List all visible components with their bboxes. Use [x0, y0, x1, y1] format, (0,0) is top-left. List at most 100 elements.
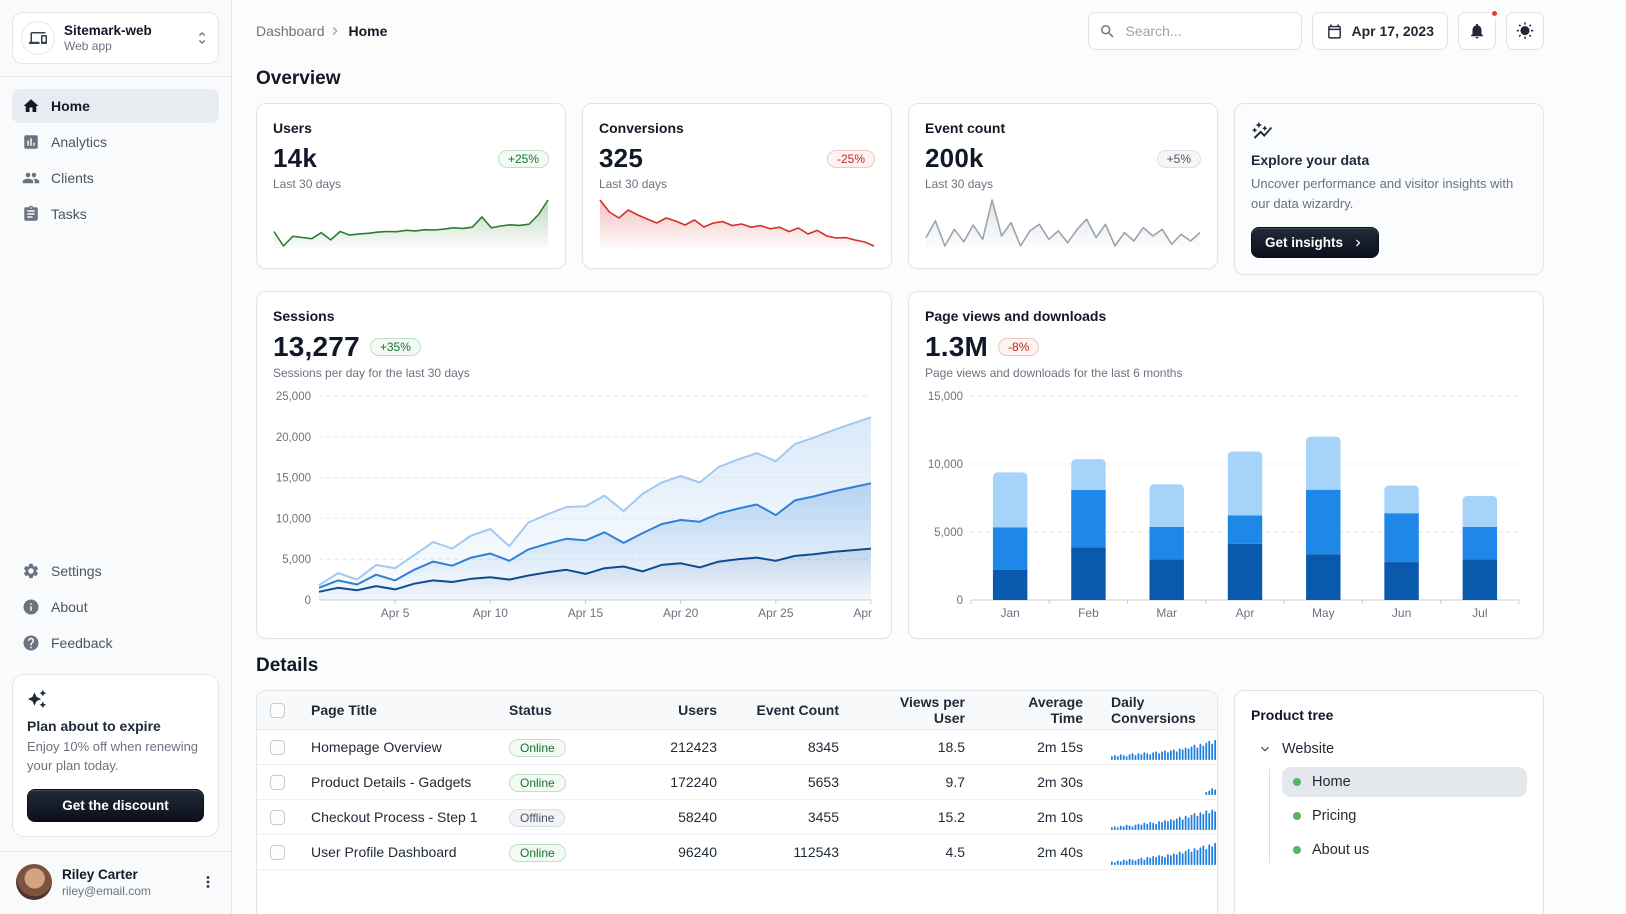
svg-text:15,000: 15,000	[276, 473, 311, 485]
svg-text:May: May	[1312, 606, 1335, 620]
cell-page-title: User Profile Dashboard	[297, 834, 495, 870]
column-header[interactable]: Average Time	[979, 691, 1097, 730]
svg-text:10,000: 10,000	[276, 513, 311, 525]
stat-value-row: 200k +5%	[925, 143, 1201, 174]
sidebar-item-feedback[interactable]: Feedback	[12, 626, 219, 660]
promo-title: Plan about to expire	[27, 718, 161, 735]
pageviews-caption: Page views and downloads for the last 6 …	[925, 366, 1183, 380]
cell-daily-conversions	[1097, 764, 1217, 800]
svg-text:Jun: Jun	[1392, 606, 1411, 620]
workspace-name: Sitemark-web	[64, 22, 152, 38]
cell-page-title: Product Details - Gadgets	[297, 764, 495, 800]
table-row[interactable]: Homepage Overview Online 212423 8345 18.…	[257, 729, 1217, 765]
overview-grid: Users 14k +25% Last 30 days Conversions …	[256, 103, 1544, 639]
svg-text:Mar: Mar	[1156, 606, 1177, 620]
row-checkbox-cell	[257, 729, 297, 765]
column-header[interactable]: Page Title	[297, 691, 495, 730]
pageviews-value: 1.3M	[925, 331, 989, 362]
sidebar-item-label: Analytics	[51, 134, 108, 150]
sidebar-item-analytics[interactable]: Analytics	[12, 125, 219, 159]
sessions-value: 13,277	[273, 331, 360, 362]
row-checkbox[interactable]	[270, 739, 285, 755]
date-label: Apr 17, 2023	[1351, 23, 1435, 39]
more-vert-icon[interactable]	[199, 873, 217, 891]
table-header-row: Page Title Status Users Event Count View…	[257, 691, 1217, 730]
header-checkbox-cell	[257, 691, 297, 730]
details-grid: Page Title Status Users Event Count View…	[256, 690, 1544, 914]
product-tree: Website Home Pricing	[1251, 733, 1527, 865]
daily-conversions-sparkline	[1111, 769, 1217, 795]
user-email: riley@email.com	[62, 883, 151, 898]
column-header[interactable]: Daily Conversions	[1097, 691, 1217, 730]
svg-text:0: 0	[305, 595, 311, 607]
cell-event-count: 3455	[731, 799, 853, 835]
svg-text:25,000: 25,000	[276, 391, 311, 403]
product-tree-title: Product tree	[1251, 707, 1334, 723]
event-count-card: Event count 200k +5% Last 30 days	[908, 103, 1218, 269]
select-all-checkbox[interactable]	[270, 703, 285, 719]
get-discount-button[interactable]: Get the discount	[27, 789, 204, 822]
date-picker-button[interactable]: Apr 17, 2023	[1311, 12, 1448, 50]
sidebar-item-label: About	[51, 599, 88, 616]
get-insights-button[interactable]: Get insights	[1251, 227, 1380, 258]
details-table: Page Title Status Users Event Count View…	[257, 691, 1217, 870]
stat-title: Conversions	[599, 120, 684, 136]
stat-title: Event count	[925, 120, 1006, 136]
svg-text:Apr 30: Apr 30	[853, 606, 875, 620]
calendar-icon	[1326, 23, 1343, 40]
svg-text:10,000: 10,000	[928, 459, 963, 471]
tree-item-label: Home	[1312, 774, 1351, 790]
sidebar-item-clients[interactable]: Clients	[12, 161, 219, 195]
cell-status: Online	[495, 764, 613, 800]
column-header[interactable]: Event Count	[731, 691, 853, 730]
chevron-right-icon	[327, 23, 343, 39]
sessions-value-row: 13,277 +35%	[273, 331, 875, 363]
topbar: Dashboard Home Apr 17, 2023	[256, 9, 1544, 52]
bell-icon	[1468, 22, 1486, 40]
sidebar-spacer	[12, 231, 219, 542]
table-row[interactable]: User Profile Dashboard Online 96240 1125…	[257, 834, 1217, 870]
notifications-button[interactable]	[1458, 9, 1499, 50]
cell-daily-conversions	[1097, 834, 1217, 870]
daily-conversions-sparkline	[1111, 804, 1217, 830]
tree-root-label: Website	[1282, 741, 1335, 757]
status-badge: Online	[509, 843, 566, 862]
tree-item-pricing[interactable]: Pricing	[1282, 801, 1527, 831]
workspace-type: Web app	[64, 39, 112, 54]
sidebar-item-about[interactable]: About	[12, 590, 219, 624]
theme-toggle-button[interactable]	[1506, 12, 1544, 50]
stat-value: 200k	[925, 143, 984, 173]
column-header[interactable]: Users	[613, 691, 731, 730]
row-checkbox[interactable]	[270, 809, 285, 825]
table-row[interactable]: Product Details - Gadgets Online 172240 …	[257, 764, 1217, 800]
help-icon	[22, 634, 40, 652]
sidebar-item-tasks[interactable]: Tasks	[12, 197, 219, 231]
breadcrumb-dashboard[interactable]: Dashboard	[256, 23, 325, 39]
tree-item-home[interactable]: Home	[1282, 767, 1527, 797]
pageviews-title: Page views and downloads	[925, 308, 1107, 324]
sidebar-item-home[interactable]: Home	[12, 89, 219, 123]
promo-body: Enjoy 10% off when renewing your plan to…	[27, 739, 199, 774]
column-header[interactable]: Views per User	[853, 691, 979, 730]
workspace-selector[interactable]: Sitemark-web Web app	[12, 12, 219, 64]
search-input[interactable]	[1123, 22, 1291, 40]
sidebar: Sitemark-web Web app Home Analytics Clie…	[0, 0, 232, 914]
column-header[interactable]: Status	[495, 691, 613, 730]
table-row[interactable]: Checkout Process - Step 1 Offline 58240 …	[257, 799, 1217, 835]
chevron-right-icon	[1351, 236, 1365, 250]
row-checkbox[interactable]	[270, 774, 285, 790]
tree-item-about-us[interactable]: About us	[1282, 835, 1527, 865]
svg-text:Jan: Jan	[1000, 606, 1019, 620]
chevron-down-icon	[1257, 741, 1273, 757]
status-badge: Online	[509, 773, 566, 792]
cell-status: Offline	[495, 799, 613, 835]
tree-item-website[interactable]: Website	[1251, 733, 1527, 765]
sidebar-nav: Home Analytics Clients Tasks	[12, 89, 219, 231]
row-checkbox[interactable]	[270, 844, 285, 860]
cell-users: 172240	[613, 764, 731, 800]
sidebar-divider	[0, 76, 231, 77]
cell-status: Online	[495, 834, 613, 870]
sidebar-item-settings[interactable]: Settings	[12, 554, 219, 588]
tasks-icon	[22, 205, 40, 223]
main-content: Dashboard Home Apr 17, 2023 Overview	[232, 0, 1626, 914]
